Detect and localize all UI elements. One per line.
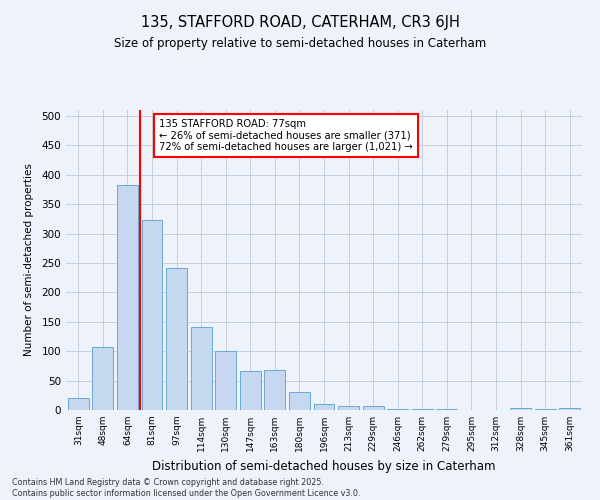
Text: 135 STAFFORD ROAD: 77sqm
← 26% of semi-detached houses are smaller (371)
72% of : 135 STAFFORD ROAD: 77sqm ← 26% of semi-d… (159, 119, 413, 152)
Bar (265, 370, 286, 410)
Bar (240, 370, 261, 410)
Bar (289, 392, 310, 410)
Bar (68, 398, 89, 410)
Bar (362, 406, 383, 410)
Text: 135, STAFFORD ROAD, CATERHAM, CR3 6JH: 135, STAFFORD ROAD, CATERHAM, CR3 6JH (140, 15, 460, 30)
Bar (215, 350, 236, 410)
Text: Contains HM Land Registry data © Crown copyright and database right 2025.
Contai: Contains HM Land Registry data © Crown c… (12, 478, 361, 498)
Bar (142, 220, 163, 410)
Bar (338, 406, 359, 410)
X-axis label: Distribution of semi-detached houses by size in Caterham: Distribution of semi-detached houses by … (152, 460, 496, 472)
Bar (92, 347, 113, 410)
Bar (510, 408, 531, 410)
Bar (117, 184, 138, 410)
Y-axis label: Number of semi-detached properties: Number of semi-detached properties (25, 164, 34, 356)
Bar (166, 268, 187, 410)
Bar (559, 408, 580, 410)
Bar (191, 327, 212, 410)
Text: Size of property relative to semi-detached houses in Caterham: Size of property relative to semi-detach… (114, 38, 486, 51)
Bar (314, 404, 334, 410)
